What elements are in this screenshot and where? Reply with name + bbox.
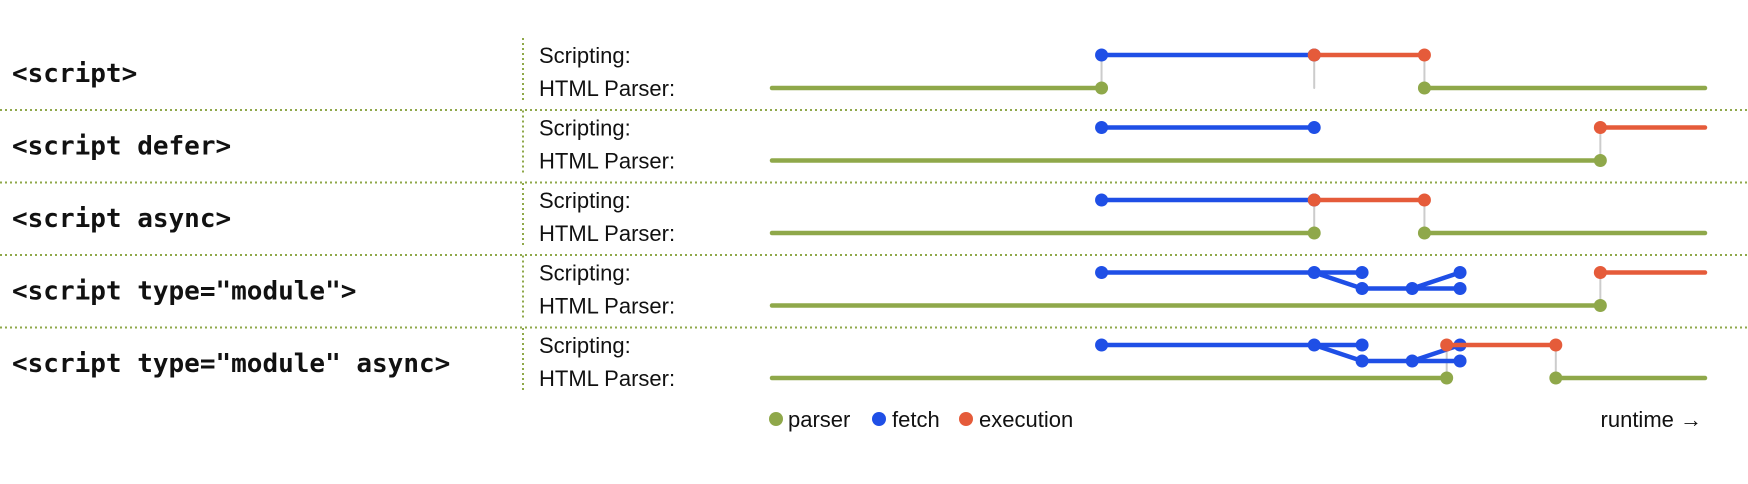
html-parser-row-label: HTML Parser: bbox=[539, 294, 675, 319]
legend-fetch-label: fetch bbox=[892, 407, 940, 432]
dependency-fetch-edge bbox=[1409, 342, 1463, 364]
scripting-row-label: Scripting: bbox=[539, 333, 631, 358]
execution-start-dot bbox=[1593, 121, 1607, 134]
parser-resume-dot bbox=[1417, 226, 1431, 240]
fetch-end-dot bbox=[1307, 121, 1321, 134]
script-tag-label: <script async> bbox=[12, 204, 231, 234]
dependency-fetch-dot bbox=[1405, 354, 1419, 368]
dependency-fetch-edge bbox=[1311, 270, 1365, 291]
fetch-start-dot bbox=[1095, 48, 1109, 62]
html-parser-row-label: HTML Parser: bbox=[539, 149, 675, 174]
execution-end-dot bbox=[1417, 193, 1431, 207]
dependency-fetch-edge bbox=[1409, 270, 1463, 291]
dependency-fetch-dot bbox=[1355, 354, 1369, 368]
dependency-fetch-dot bbox=[1355, 266, 1369, 279]
execution-start-dot bbox=[1593, 266, 1607, 279]
html-parser-row-label: HTML Parser: bbox=[539, 366, 675, 391]
parser-pause-dot bbox=[1095, 81, 1109, 95]
scripting-row-label: Scripting: bbox=[539, 43, 631, 68]
dependency-fetch-dot bbox=[1453, 266, 1467, 279]
dependency-fetch-dot bbox=[1453, 354, 1467, 368]
script-row: <script> Scripting: HTML Parser: bbox=[0, 38, 1748, 111]
parser-resume-dot bbox=[1417, 81, 1431, 95]
dependency-fetch-dot bbox=[1355, 282, 1369, 295]
execution-end-dot bbox=[1417, 48, 1431, 62]
parser-pause-dot bbox=[1440, 371, 1454, 385]
dependency-fetch-dot bbox=[1453, 282, 1467, 295]
parser-resume-dot bbox=[1549, 371, 1563, 385]
script-tag-label: <script type="module" async> bbox=[12, 349, 450, 379]
execution-start-dot bbox=[1307, 48, 1321, 62]
html-parser-row-label: HTML Parser: bbox=[539, 221, 675, 246]
legend: parser fetch execution runtime → bbox=[769, 407, 1702, 432]
script-tag-label: <script type="module"> bbox=[12, 277, 356, 307]
scripting-row-label: Scripting: bbox=[539, 188, 631, 213]
dependency-fetch-dot bbox=[1355, 338, 1369, 352]
execution-start-dot bbox=[1440, 338, 1454, 352]
parser-pause-dot bbox=[1593, 154, 1607, 167]
fetch-start-dot bbox=[1095, 193, 1109, 207]
parser-pause-dot bbox=[1307, 226, 1321, 240]
parser-pause-dot bbox=[1593, 299, 1607, 312]
runtime-axis-label: runtime → bbox=[1601, 407, 1702, 432]
script-row: <script type="module" async> Scripting: HT… bbox=[12, 328, 1708, 392]
scripting-row-label: Scripting: bbox=[539, 116, 631, 141]
script-tag-label: <script> bbox=[12, 59, 137, 89]
script-row: <script async> Scripting: HTML Parser: bbox=[0, 183, 1748, 256]
dependency-fetch-dot bbox=[1405, 282, 1419, 295]
html-parser-row-label: HTML Parser: bbox=[539, 76, 675, 101]
dependency-fetch-edge bbox=[1311, 342, 1365, 364]
script-row: <script defer> Scripting: HTML Parser: bbox=[0, 110, 1748, 184]
execution-end-dot bbox=[1549, 338, 1563, 352]
scripting-row-label: Scripting: bbox=[539, 261, 631, 286]
legend-execution-label: execution bbox=[979, 407, 1073, 432]
script-tag-label: <script defer> bbox=[12, 132, 231, 162]
fetch-start-dot bbox=[1095, 121, 1109, 134]
legend-execution-dot bbox=[959, 412, 973, 426]
fetch-start-dot bbox=[1095, 266, 1109, 279]
legend-parser-dot bbox=[769, 412, 783, 426]
legend-parser-label: parser bbox=[788, 407, 850, 432]
fetch-start-dot bbox=[1095, 338, 1109, 352]
legend-fetch-dot bbox=[872, 412, 886, 426]
script-row: <script type="module"> Scripting: HTML Par… bbox=[0, 255, 1748, 329]
execution-start-dot bbox=[1307, 193, 1321, 207]
